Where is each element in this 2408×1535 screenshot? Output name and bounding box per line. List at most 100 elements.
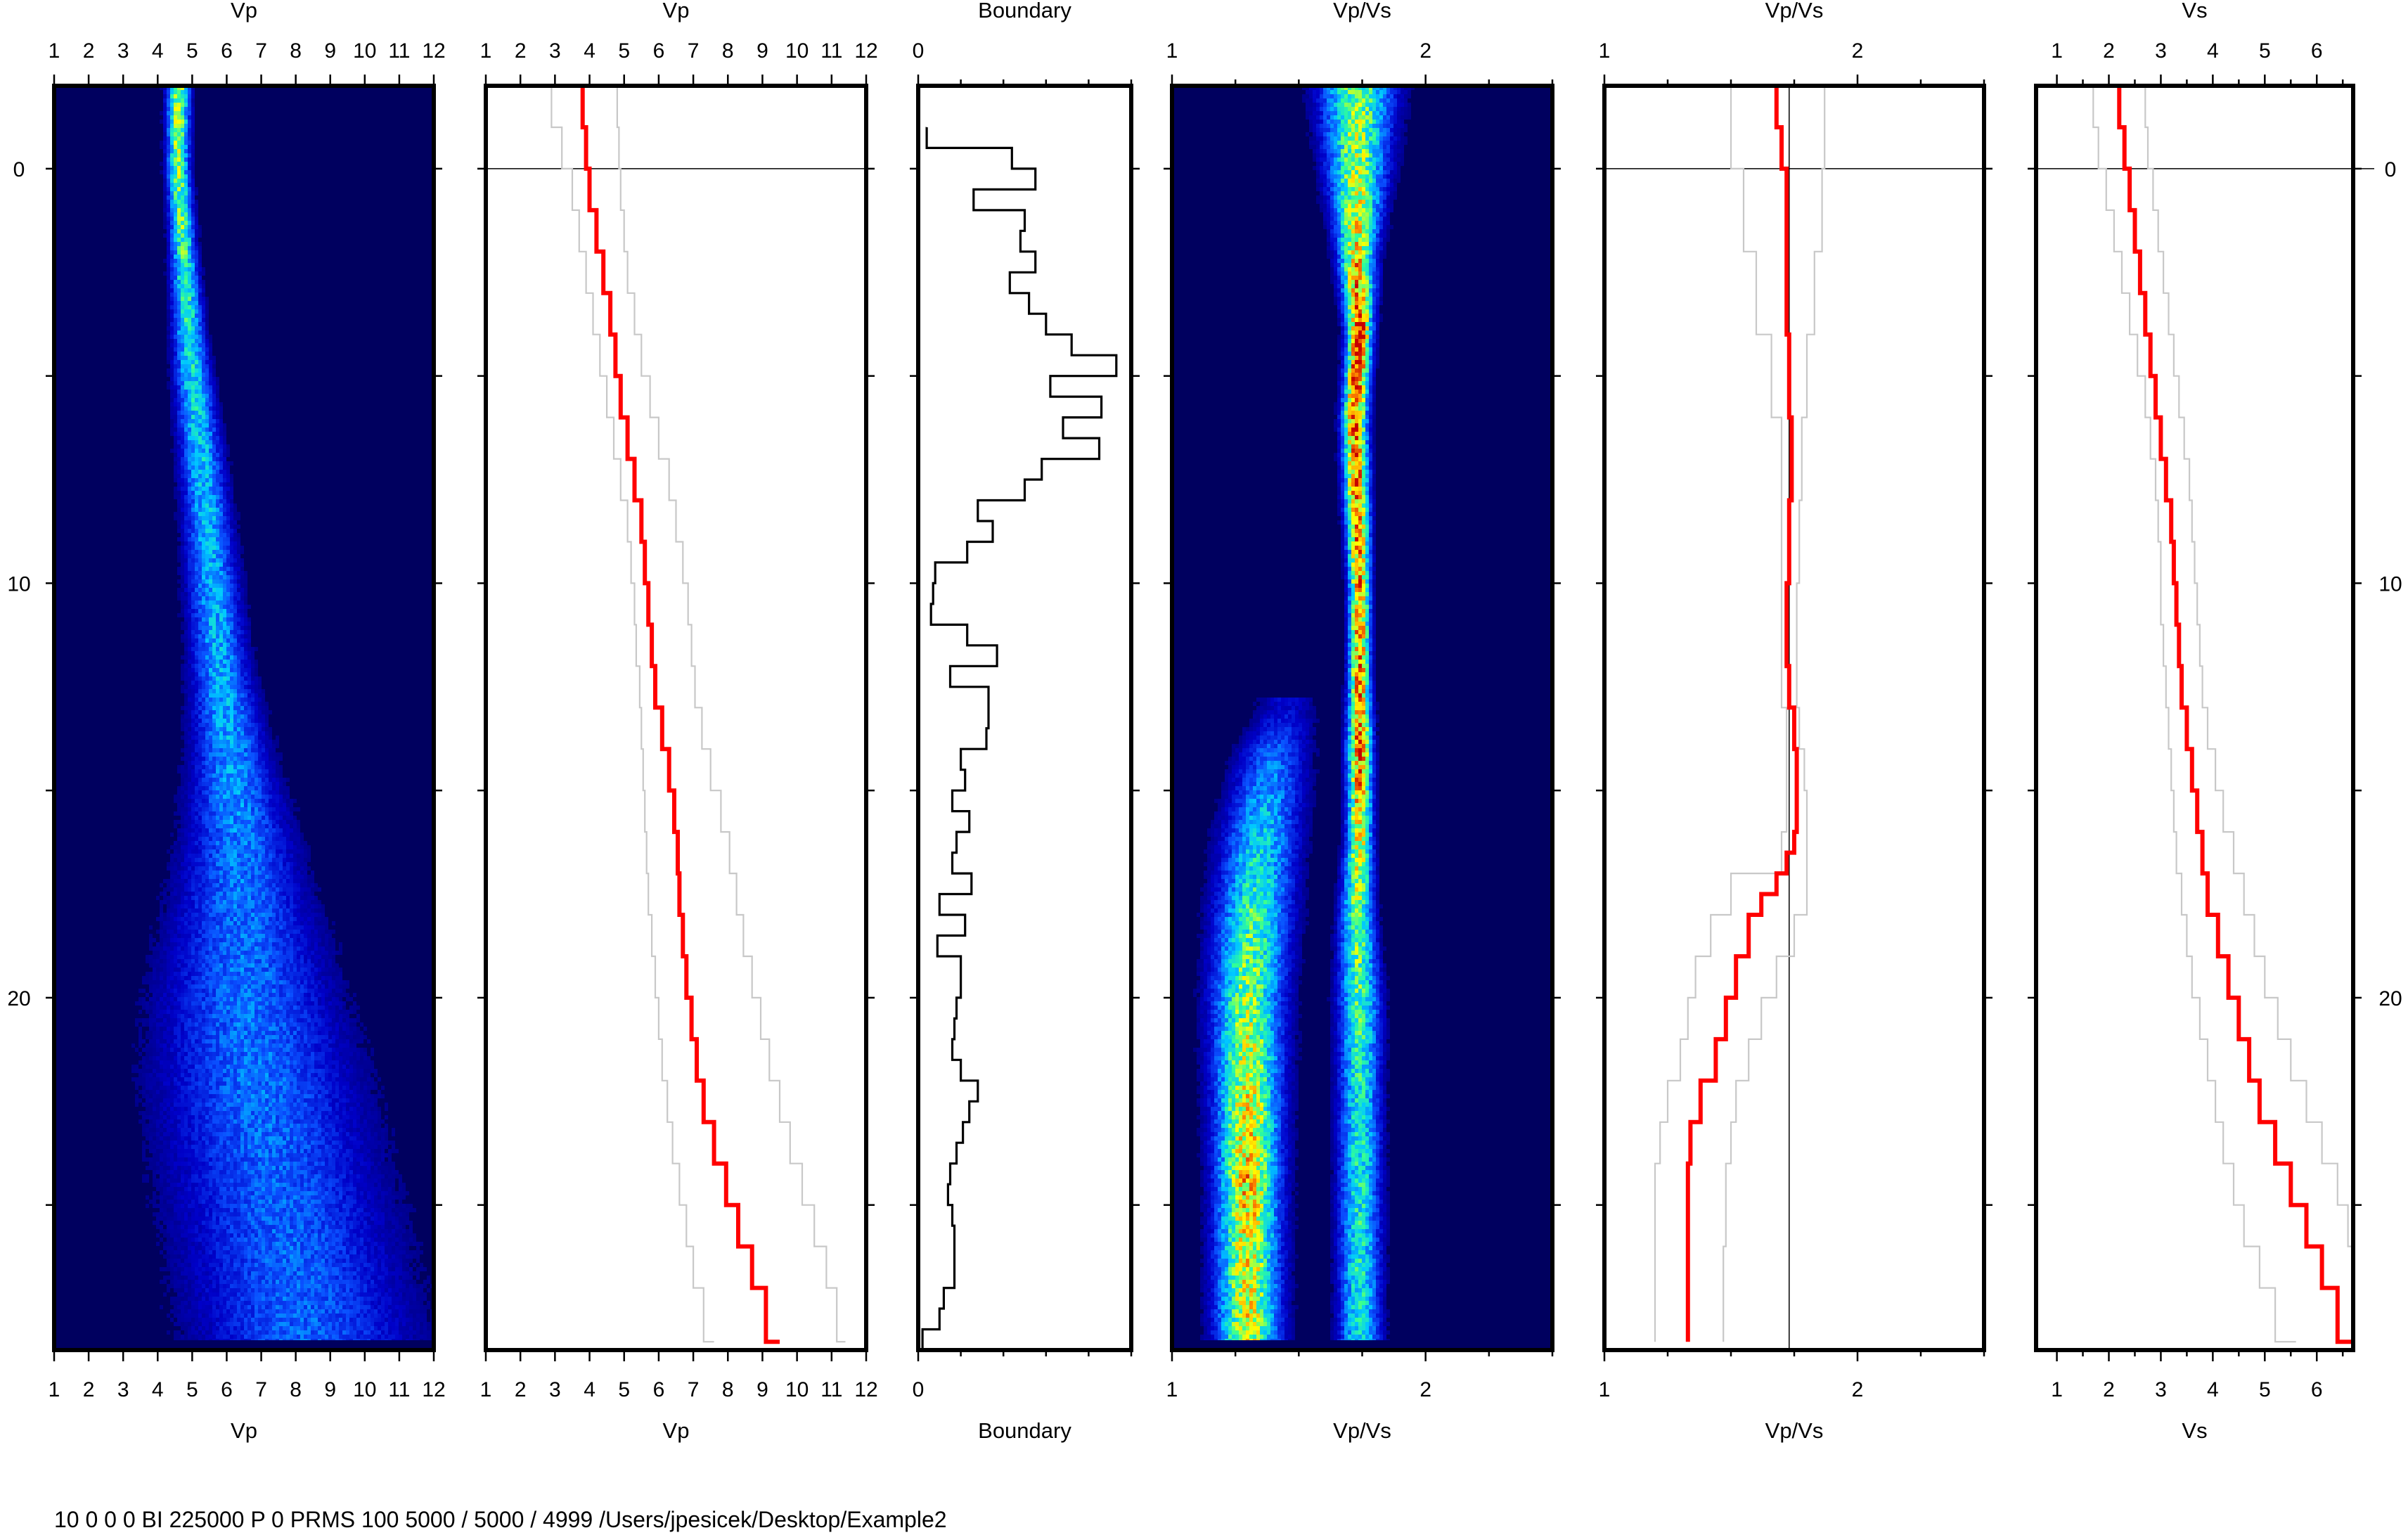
heatmap-cell bbox=[170, 925, 174, 930]
heatmap-cell bbox=[184, 769, 188, 773]
heatmap-cell bbox=[290, 862, 293, 866]
heatmap-cell bbox=[184, 845, 188, 849]
heatmap-cell bbox=[269, 1001, 272, 1006]
heatmap-cell bbox=[202, 769, 205, 773]
heatmap-cell bbox=[205, 343, 209, 347]
heatmap-cell bbox=[314, 908, 318, 913]
heatmap-cell bbox=[269, 968, 272, 972]
heatmap-cell bbox=[297, 1001, 300, 1006]
heatmap-cell bbox=[244, 702, 247, 706]
heatmap-cell bbox=[293, 959, 297, 963]
heatmap-cell bbox=[209, 997, 212, 1001]
heatmap-cell bbox=[230, 617, 233, 622]
heatmap-cell bbox=[293, 841, 297, 845]
heatmap-cell bbox=[212, 626, 216, 630]
heatmap-cell bbox=[279, 854, 283, 858]
heatmap-cell bbox=[181, 149, 184, 153]
heatmap-cell bbox=[202, 335, 205, 339]
heatmap-cell bbox=[163, 208, 167, 212]
heatmap-cell bbox=[188, 655, 191, 660]
heatmap-cell bbox=[233, 799, 237, 803]
heatmap-cell bbox=[212, 651, 216, 655]
heatmap-cell bbox=[177, 887, 181, 892]
heatmap-cell bbox=[283, 938, 286, 942]
heatmap-cell bbox=[184, 411, 188, 415]
heatmap-cell bbox=[255, 908, 258, 913]
heatmap-cell bbox=[163, 968, 167, 972]
heatmap-cell bbox=[230, 946, 233, 951]
heatmap-cell bbox=[198, 719, 202, 723]
heatmap-cell bbox=[184, 541, 188, 546]
heatmap-cell bbox=[198, 436, 202, 440]
heatmap-cell bbox=[177, 326, 181, 330]
heatmap-cell bbox=[244, 626, 247, 630]
heatmap-cell bbox=[223, 757, 226, 761]
heatmap-cell bbox=[321, 913, 325, 917]
heatmap-cell bbox=[318, 904, 321, 908]
heatmap-cell bbox=[198, 242, 202, 246]
heatmap-cell bbox=[170, 390, 174, 394]
heatmap-cell bbox=[251, 761, 255, 765]
heatmap-cell bbox=[262, 980, 265, 984]
heatmap-cell bbox=[205, 411, 209, 415]
heatmap-cell bbox=[276, 980, 279, 984]
heatmap-cell bbox=[188, 799, 191, 803]
heatmap-cell bbox=[339, 968, 342, 972]
heatmap-cell bbox=[156, 984, 160, 989]
heatmap-cell bbox=[202, 803, 209, 807]
heatmap-cell bbox=[307, 879, 311, 883]
heatmap-cell bbox=[202, 373, 205, 377]
heatmap-cell bbox=[191, 651, 195, 655]
heatmap-cell bbox=[272, 828, 276, 833]
heatmap-cell bbox=[240, 672, 244, 676]
heatmap-cell bbox=[311, 984, 314, 989]
heatmap-cell bbox=[202, 668, 205, 672]
heatmap-cell bbox=[188, 803, 191, 807]
heatmap-cell bbox=[276, 862, 279, 866]
heatmap-cell bbox=[202, 887, 205, 892]
heatmap-cell bbox=[177, 550, 181, 554]
heatmap-cell bbox=[191, 930, 195, 934]
heatmap-cell bbox=[300, 845, 304, 849]
heatmap-cell bbox=[212, 622, 216, 626]
heatmap-cell bbox=[212, 664, 216, 668]
heatmap-cell bbox=[153, 993, 156, 997]
heatmap-cell bbox=[174, 491, 177, 495]
heatmap-cell bbox=[237, 883, 240, 887]
heatmap-cell bbox=[276, 765, 279, 769]
heatmap-cell bbox=[177, 381, 181, 385]
heatmap-cell bbox=[339, 989, 342, 993]
heatmap-cell bbox=[300, 951, 304, 955]
heatmap-cell bbox=[290, 976, 293, 980]
heatmap-cell bbox=[195, 946, 198, 951]
heatmap-cell bbox=[290, 892, 293, 896]
heatmap-cell bbox=[212, 807, 216, 811]
heatmap-cell bbox=[198, 301, 202, 305]
heatmap-cell bbox=[237, 875, 240, 879]
heatmap-cell bbox=[181, 293, 184, 297]
heatmap-cell bbox=[181, 352, 184, 356]
heatmap-cell bbox=[188, 706, 191, 710]
heatmap-cell bbox=[216, 799, 219, 803]
heatmap-cell bbox=[262, 862, 265, 866]
heatmap-cell bbox=[240, 550, 244, 554]
heatmap-cell bbox=[212, 406, 216, 411]
heatmap-cell bbox=[223, 487, 226, 491]
heatmap-cell bbox=[283, 972, 286, 976]
heatmap-cell bbox=[286, 841, 290, 845]
heatmap-cell bbox=[212, 710, 216, 714]
heatmap-cell bbox=[251, 672, 255, 676]
heatmap-cell bbox=[293, 972, 297, 976]
heatmap-cell bbox=[184, 103, 188, 107]
heatmap-cell bbox=[167, 225, 170, 229]
heatmap-cell bbox=[223, 567, 226, 571]
heatmap-cell bbox=[233, 622, 237, 626]
heatmap-cell bbox=[181, 347, 184, 352]
heatmap-cell bbox=[283, 976, 286, 980]
heatmap-cell bbox=[181, 339, 184, 343]
heatmap-cell bbox=[198, 972, 202, 976]
heatmap-cell bbox=[181, 908, 188, 913]
heatmap-cell bbox=[191, 676, 195, 681]
heatmap-cell bbox=[251, 875, 255, 879]
heatmap-cell bbox=[244, 892, 247, 896]
